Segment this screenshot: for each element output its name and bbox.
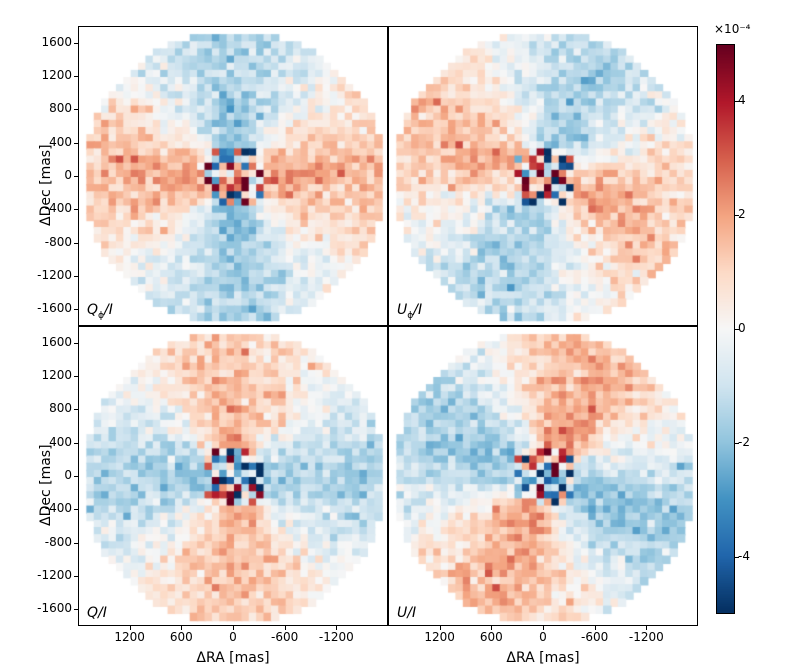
y-tick: 1600 (22, 35, 72, 49)
x-tick: 0 (208, 630, 258, 644)
heatmap-u (389, 327, 698, 626)
y-tick: -1200 (22, 568, 72, 582)
x-tick: -600 (260, 630, 310, 644)
panel-label-u: U/I (397, 605, 416, 621)
y-tick: 400 (22, 435, 72, 449)
y-tick: -800 (22, 235, 72, 249)
x-tick: 1200 (415, 630, 465, 644)
x-tick: -1200 (311, 630, 361, 644)
colorbar: ×10⁻⁴ -4-2024 (716, 44, 735, 614)
heatmap-qphi (79, 27, 388, 326)
y-tick: 400 (22, 135, 72, 149)
panel-u-over-i: U/I (388, 326, 698, 626)
x-tick: 600 (466, 630, 516, 644)
y-tick: 1600 (22, 335, 72, 349)
x-tick: -600 (570, 630, 620, 644)
x-tick: 1200 (105, 630, 155, 644)
y-tick: -400 (22, 501, 72, 515)
y-tick: 800 (22, 101, 72, 115)
panel-uphi-over-i: Uϕ/I (388, 26, 698, 326)
x-tick: 600 (156, 630, 206, 644)
colorbar-gradient (716, 44, 735, 614)
panel-label-uphi: Uϕ/I (397, 302, 422, 321)
y-tick: 1200 (22, 368, 72, 382)
y-tick: 0 (22, 168, 72, 182)
y-tick: -800 (22, 535, 72, 549)
y-tick: -1600 (22, 601, 72, 615)
y-tick: -1600 (22, 301, 72, 315)
heatmap-q (79, 327, 388, 626)
panel-q-over-i: Q/I (78, 326, 388, 626)
x-axis-label-left: ΔRA [mas] (183, 650, 283, 666)
y-tick: -400 (22, 201, 72, 215)
x-axis-label-right: ΔRA [mas] (493, 650, 593, 666)
heatmap-uphi (389, 27, 698, 326)
panel-label-qphi: Qϕ/I (87, 302, 113, 321)
colorbar-exponent: ×10⁻⁴ (714, 22, 750, 36)
x-tick: -1200 (621, 630, 671, 644)
colorbar-tick: -4 (738, 549, 778, 563)
colorbar-tick: 0 (738, 321, 778, 335)
y-tick: -1200 (22, 268, 72, 282)
y-tick: 800 (22, 401, 72, 415)
colorbar-tick: 2 (738, 207, 778, 221)
y-tick: 1200 (22, 68, 72, 82)
colorbar-tick: 4 (738, 93, 778, 107)
panel-qphi-over-i: Qϕ/I (78, 26, 388, 326)
y-tick: 0 (22, 468, 72, 482)
figure: Qϕ/I Uϕ/I Q/I U/I ΔDec [mas] ΔDec [mas] … (78, 26, 698, 626)
panel-grid: Qϕ/I Uϕ/I Q/I U/I (78, 26, 698, 626)
x-tick: 0 (518, 630, 568, 644)
panel-label-q: Q/I (87, 605, 107, 621)
colorbar-tick: -2 (738, 435, 778, 449)
